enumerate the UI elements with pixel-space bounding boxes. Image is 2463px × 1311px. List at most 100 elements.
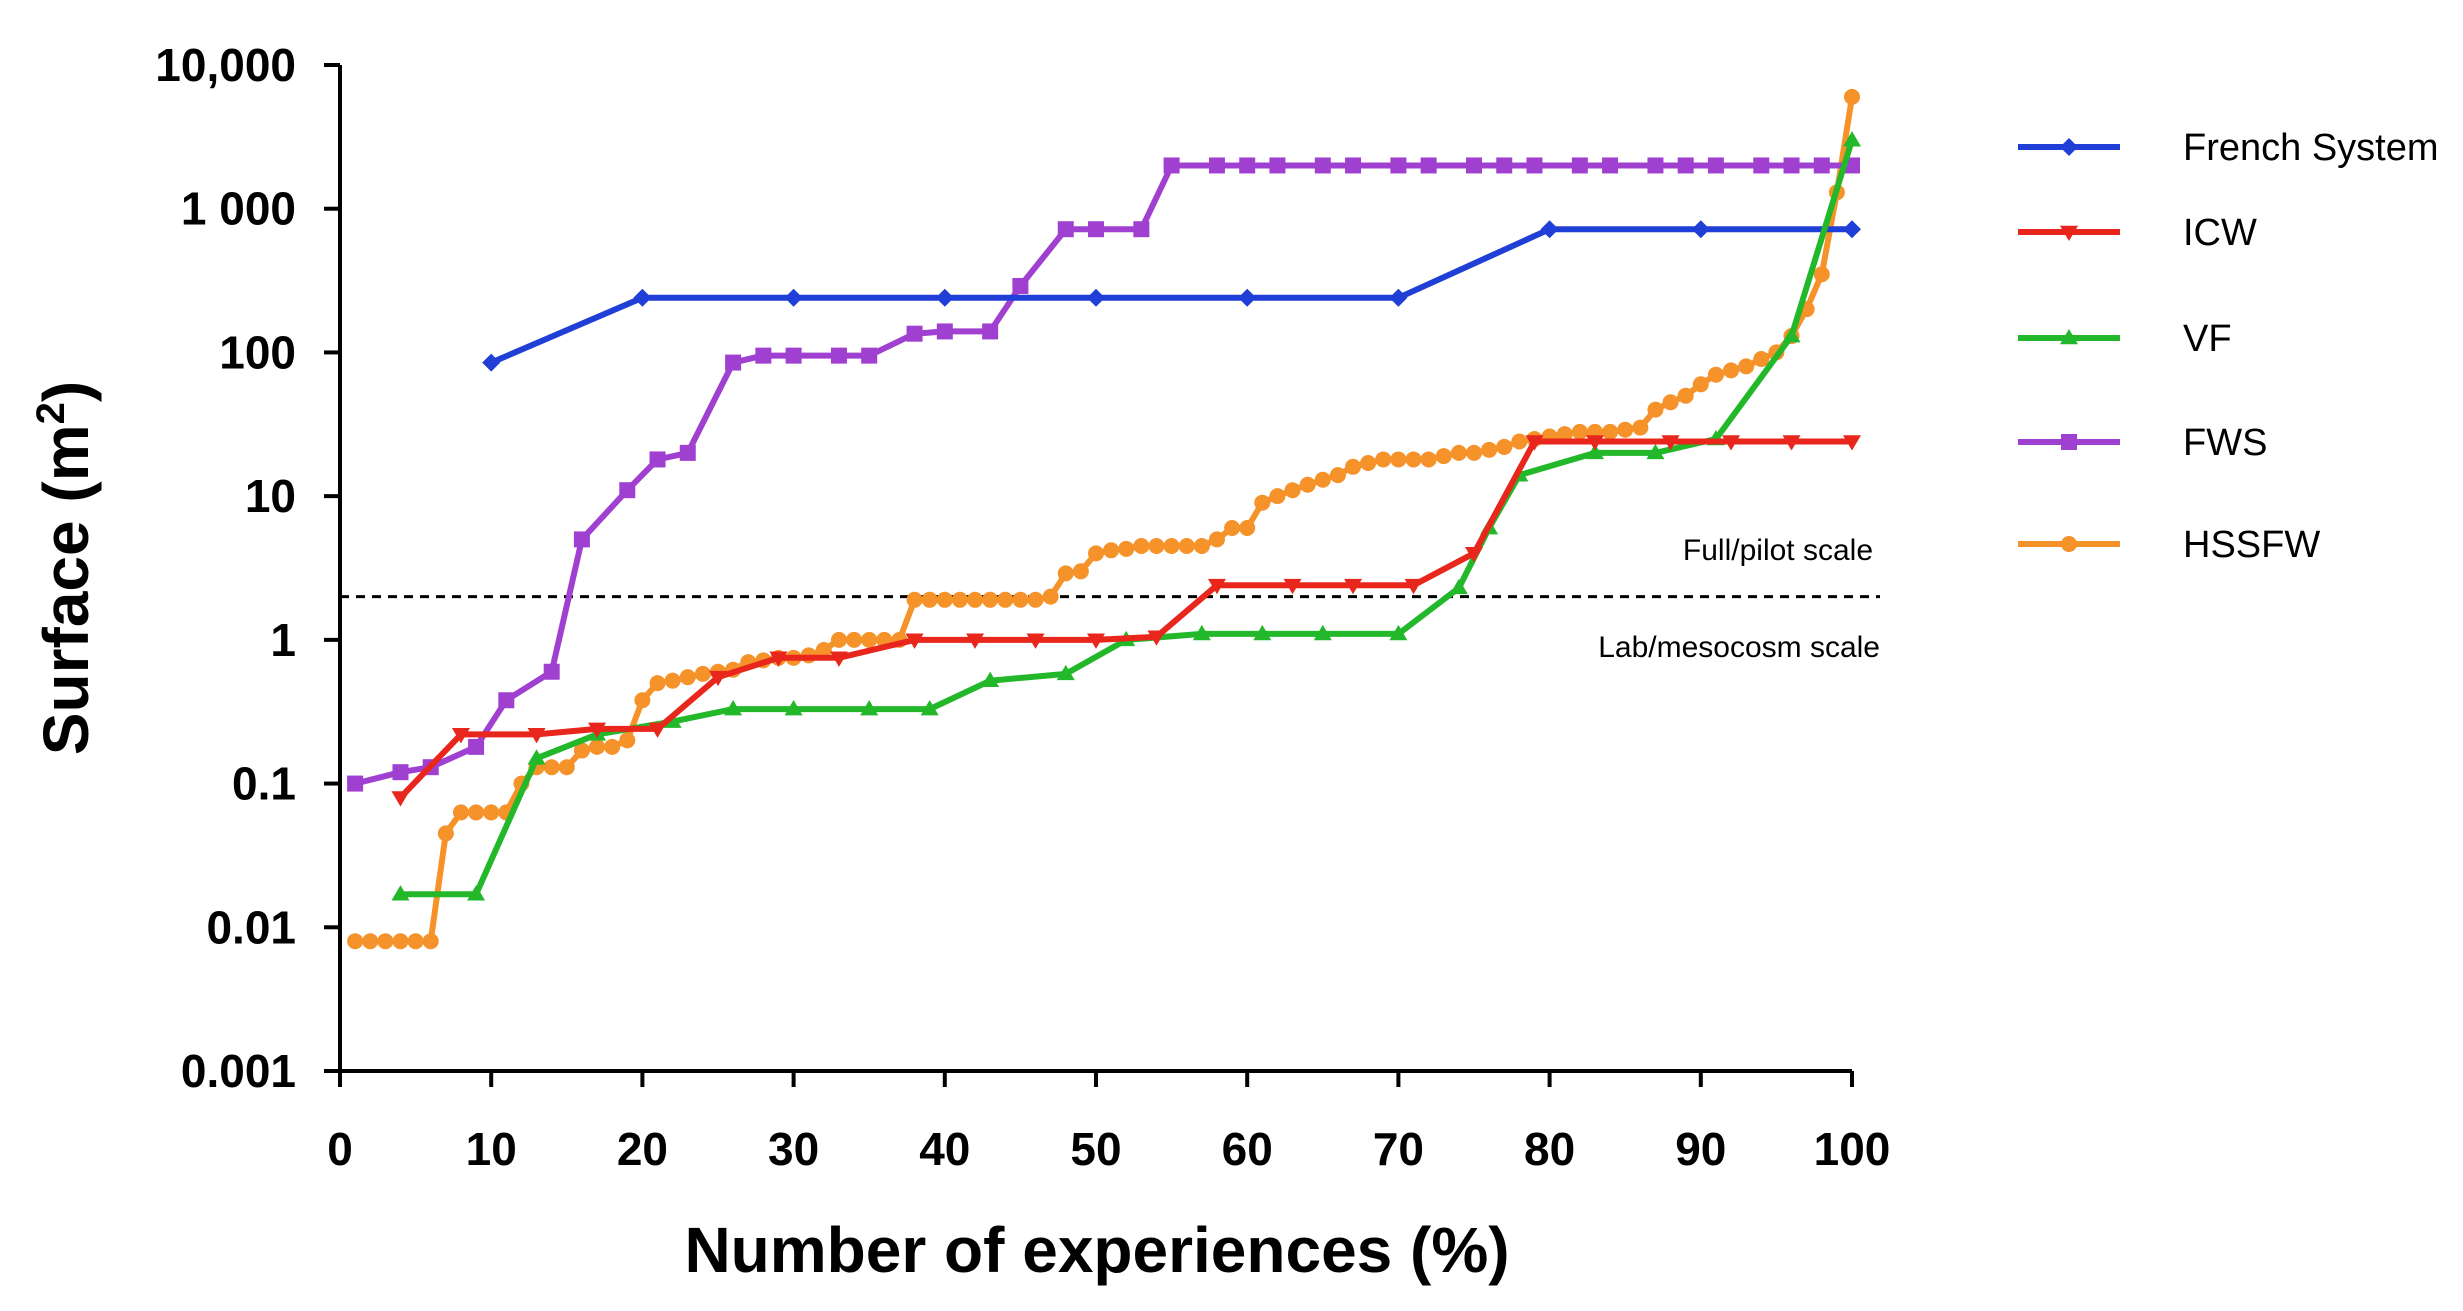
data-point-french-system — [1389, 288, 1408, 307]
data-point-icw — [527, 728, 546, 744]
data-point-vf — [1253, 624, 1272, 641]
data-point-hssfw — [1753, 351, 1770, 368]
data-point-fws — [1163, 157, 1180, 174]
data-point-vf — [1843, 131, 1861, 147]
data-point-fws — [679, 444, 696, 461]
legend-marker — [2061, 434, 2077, 450]
data-point-hssfw — [1647, 401, 1664, 418]
y-tick-label: 0.1 — [232, 758, 296, 810]
data-point-hssfw — [679, 669, 696, 686]
x-tick-label: 0 — [327, 1123, 353, 1175]
data-point-fws — [1012, 277, 1029, 294]
data-point-hssfw — [452, 804, 469, 821]
data-point-fws — [906, 325, 923, 342]
data-point-hssfw — [468, 804, 485, 821]
data-point-icw — [1722, 435, 1741, 451]
data-point-hssfw — [846, 631, 863, 648]
y-tick-label: 10 — [245, 470, 296, 522]
data-point-vf — [663, 712, 682, 728]
data-point-hssfw — [1738, 358, 1755, 375]
tick-layer: 0 10 20 30 40 50 60 70 80 90 100 0.001 0.01 0.1 1 10 100… — [155, 39, 1890, 1175]
legend-marker — [2060, 329, 2078, 345]
data-point-hssfw — [1163, 537, 1180, 554]
data-point-vf — [1192, 624, 1211, 641]
data-point-hssfw — [967, 591, 984, 608]
x-tick-label: 30 — [768, 1123, 819, 1175]
data-point-fws — [1526, 157, 1543, 174]
data-point-hssfw — [1360, 455, 1377, 472]
x-tick-label: 60 — [1222, 1123, 1273, 1175]
data-point-icw — [451, 728, 470, 744]
annotation-layer: Full/pilot scale Lab/mesocosm scale — [1598, 534, 1880, 664]
legend-label: French System — [2183, 127, 2439, 169]
data-point-icw — [1661, 435, 1680, 451]
x-tick-label: 50 — [1070, 1123, 1121, 1175]
data-point-icw — [1207, 578, 1226, 595]
data-point-fws — [1088, 221, 1104, 238]
data-point-french-system — [1691, 220, 1710, 239]
data-point-hssfw — [1208, 531, 1225, 548]
data-point-fws — [1602, 157, 1619, 174]
data-point-hssfw — [1284, 482, 1301, 499]
data-point-hssfw — [634, 692, 651, 709]
series-icw — [391, 435, 1861, 807]
y-tick-label: 0.001 — [181, 1045, 296, 1097]
data-point-hssfw — [1269, 488, 1286, 505]
data-point-icw — [966, 633, 985, 649]
data-point-hssfw — [1435, 448, 1452, 465]
series-fws — [347, 157, 1860, 792]
data-point-fws — [1571, 157, 1588, 174]
y-axis-title: Surface (m2) — [29, 381, 102, 755]
data-point-icw — [1404, 578, 1423, 595]
x-tick-label: 70 — [1373, 1123, 1424, 1175]
data-point-hssfw — [1450, 444, 1467, 461]
data-point-hssfw — [951, 591, 968, 608]
data-point-hssfw — [573, 742, 590, 759]
axes — [338, 65, 1852, 1073]
series-line-icw — [398, 438, 1852, 800]
data-point-hssfw — [1662, 394, 1679, 411]
data-point-hssfw — [664, 672, 681, 689]
data-point-hssfw — [1148, 537, 1165, 554]
data-point-icw — [709, 670, 727, 687]
data-point-fws — [1345, 157, 1362, 174]
data-point-hssfw — [1813, 266, 1830, 283]
legend-label: ICW — [2183, 212, 2257, 254]
data-point-hssfw — [1133, 537, 1150, 554]
data-point-french-system — [935, 288, 954, 307]
data-point-fws — [936, 323, 953, 340]
legend-marker — [2061, 536, 2077, 552]
data-point-fws — [755, 347, 772, 364]
data-point-icw — [648, 722, 667, 738]
data-point-fws — [1677, 157, 1694, 174]
data-point-fws — [573, 531, 590, 548]
data-point-icw — [588, 722, 607, 738]
data-point-icw — [829, 651, 848, 667]
data-point-fws — [725, 354, 742, 371]
data-point-hssfw — [1692, 376, 1709, 393]
legend-marker — [2060, 225, 2078, 241]
data-point-vf — [1056, 664, 1075, 681]
data-point-hssfw — [649, 675, 666, 692]
data-point-hssfw — [694, 665, 711, 682]
data-point-fws — [861, 347, 878, 364]
data-point-hssfw — [1329, 467, 1346, 484]
data-point-fws — [830, 347, 847, 364]
data-point-hssfw — [1844, 88, 1860, 105]
data-point-vf — [920, 700, 939, 716]
data-point-icw — [391, 791, 410, 807]
data-point-french-system — [633, 288, 652, 307]
data-point-fws — [1496, 157, 1513, 174]
data-point-hssfw — [1617, 421, 1634, 438]
data-point-icw — [1525, 435, 1544, 451]
data-point-fws — [1239, 157, 1256, 174]
data-point-fws — [1314, 157, 1331, 174]
data-point-icw — [1087, 633, 1105, 649]
data-point-hssfw — [830, 631, 847, 648]
annotation-lab-mesocosm-scale: Lab/mesocosm scale — [1598, 631, 1880, 664]
y-axis-title-close: ) — [30, 381, 102, 402]
data-point-hssfw — [1012, 591, 1029, 608]
data-point-hssfw — [558, 759, 575, 776]
data-point-hssfw — [1405, 451, 1422, 468]
